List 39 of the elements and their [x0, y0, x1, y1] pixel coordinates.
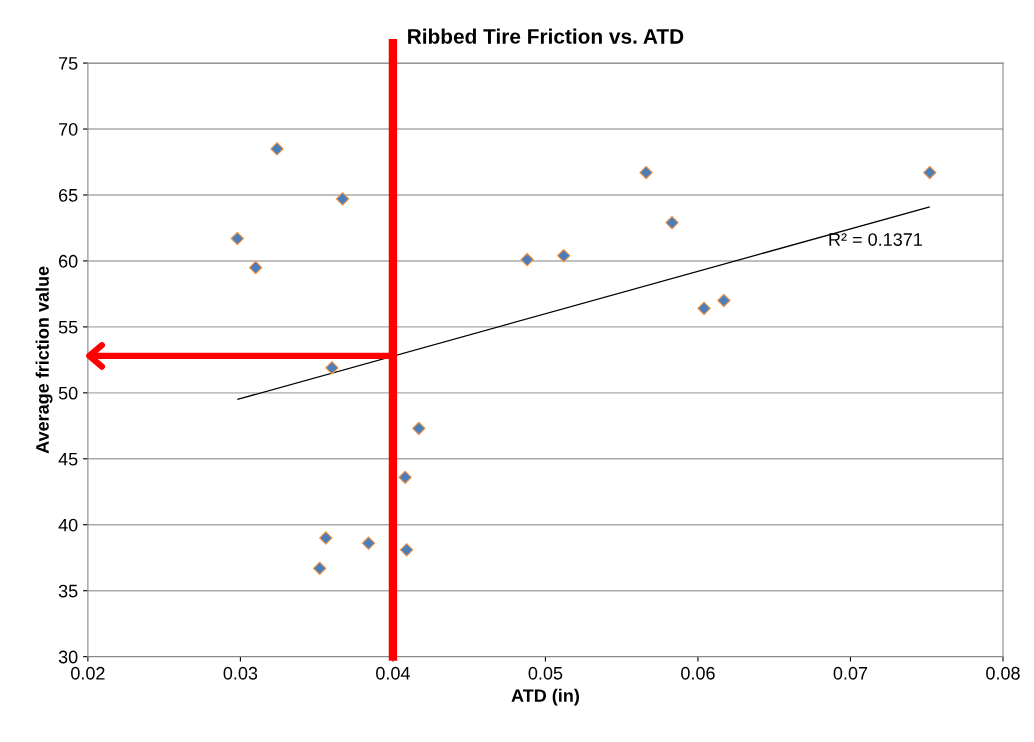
- y-tick-label: 40: [58, 518, 78, 532]
- y-tick-label: 75: [59, 57, 78, 70]
- point: [412, 421, 426, 436]
- point: [639, 165, 653, 180]
- y-tick-label: 65: [59, 188, 78, 202]
- y-tick-label: 35: [58, 584, 78, 598]
- point: [399, 543, 414, 557]
- x-tick-label: 0.07: [833, 666, 868, 680]
- y-tick-label: 45: [58, 452, 78, 466]
- point: [325, 361, 339, 375]
- y-tick-label: 30: [58, 650, 78, 664]
- chart-title: Ribbed Tire Friction vs. ATD: [408, 28, 684, 44]
- point: [230, 231, 245, 246]
- y-tick-label: 70: [59, 122, 78, 136]
- point: [335, 192, 350, 206]
- point: [361, 536, 376, 550]
- annotation: R² = 0.1371: [829, 233, 922, 246]
- point: [270, 142, 284, 156]
- x-tick-label: 0.03: [223, 666, 258, 680]
- point: [665, 215, 679, 230]
- point: [248, 260, 263, 275]
- x-tick-label: 0.04: [376, 666, 410, 680]
- x-axis-title: ATD (in): [511, 688, 579, 706]
- x-tick-label: 0.08: [986, 666, 1020, 680]
- x-tick-label: 0.02: [71, 666, 105, 680]
- y-tick-label: 55: [58, 321, 78, 334]
- point: [398, 470, 412, 485]
- point: [697, 301, 711, 316]
- point: [556, 248, 571, 263]
- point: [520, 252, 534, 267]
- y-tick-label: 50: [58, 386, 78, 400]
- x-tick-label: 0.06: [681, 666, 715, 680]
- point: [717, 293, 731, 308]
- x-tick-label: 0.05: [528, 666, 563, 680]
- point: [312, 561, 327, 576]
- point: [923, 165, 937, 180]
- y-tick-label: 60: [59, 254, 78, 268]
- point: [319, 531, 333, 545]
- y-axis-title: Average friction value: [35, 266, 53, 454]
